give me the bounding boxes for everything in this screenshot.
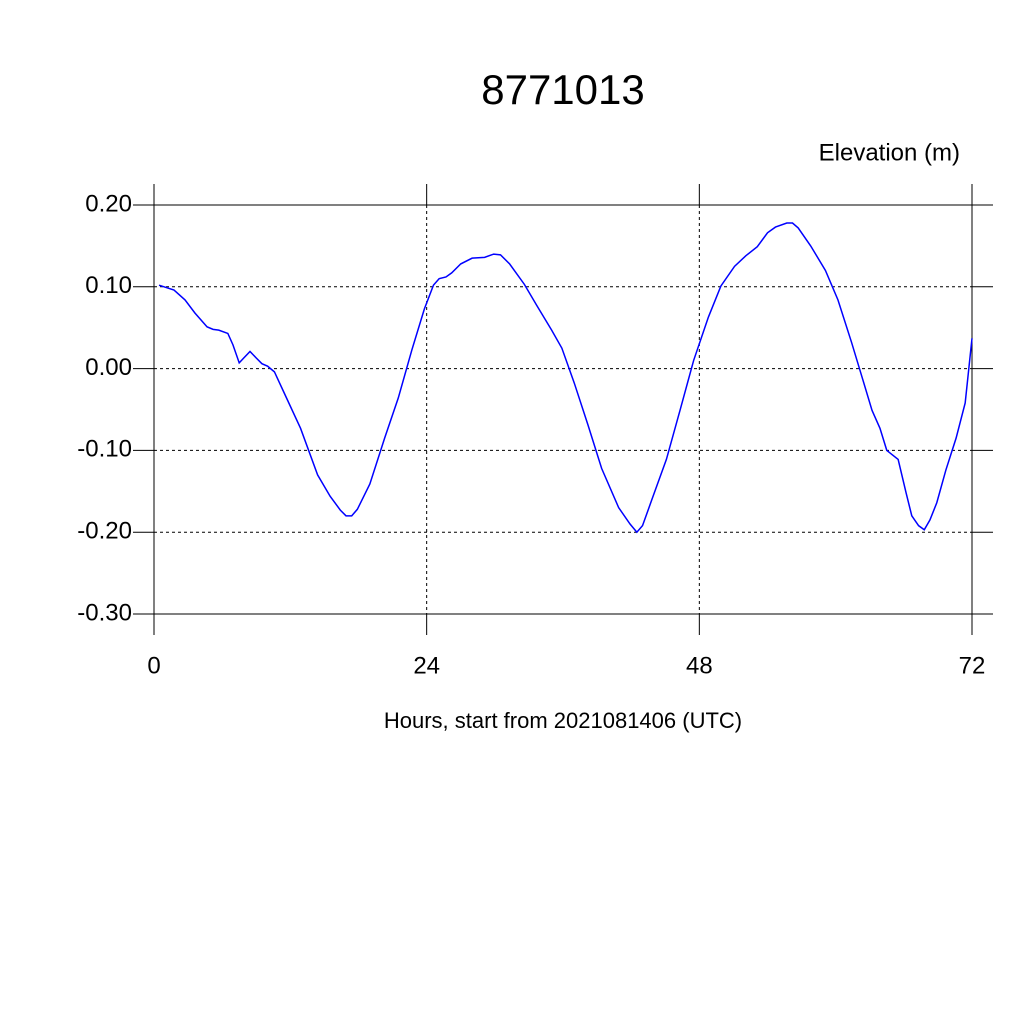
- y-axis-label: Elevation (m): [819, 139, 960, 166]
- x-axis-label: Hours, start from 2021081406 (UTC): [384, 708, 742, 733]
- data-line: [158, 222, 973, 534]
- plot-frame: [153, 204, 973, 615]
- x-tick-label: 72: [959, 652, 986, 679]
- x-tick-label: 24: [413, 652, 440, 679]
- y-tick-label: 0.20: [85, 190, 132, 217]
- y-tick-label: 0.10: [85, 272, 132, 299]
- x-tick-label: 0: [147, 652, 160, 679]
- chart-title: 8771013: [481, 66, 645, 113]
- y-tick-label: -0.10: [77, 436, 132, 463]
- y-tick-label: -0.20: [77, 518, 132, 545]
- y-tick-label: 0.00: [85, 354, 132, 381]
- x-tick-label: 48: [686, 652, 713, 679]
- y-tick-label: -0.30: [77, 599, 132, 626]
